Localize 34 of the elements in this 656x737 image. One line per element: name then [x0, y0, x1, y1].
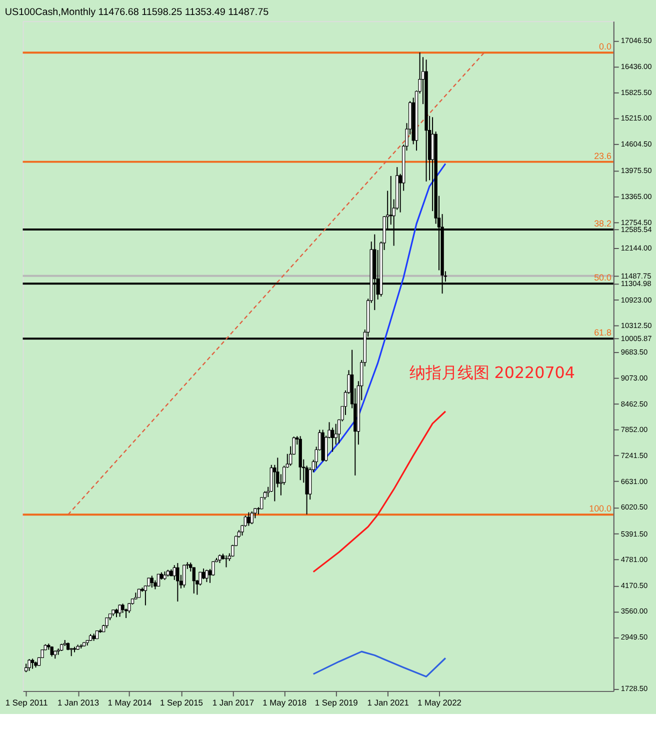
x-tick-label: 1 May 2014	[108, 697, 152, 708]
x-tick-label: 1 Jan 2017	[212, 697, 254, 708]
x-tick-label: 1 Jan 2021	[367, 697, 410, 708]
candlestick	[205, 569, 208, 583]
candlestick	[28, 658, 31, 672]
chart-title: US100Cash,Monthly 11476.68 11598.25 11353.49 11487.75	[4, 7, 270, 18]
x-tick-label: 1 Sep 2011	[5, 697, 48, 708]
annotation: 100.0	[589, 504, 612, 514]
candlestick	[247, 512, 250, 526]
candlestick	[182, 564, 186, 588]
candlestick	[156, 574, 160, 587]
line-series	[312, 410, 446, 573]
x-tick-label: 1 Sep 2019	[314, 697, 358, 708]
candlestick	[224, 554, 228, 568]
annotation: 61.8	[594, 328, 612, 338]
x-tick-label: 1 May 2022	[418, 697, 462, 708]
annotation: 50.0	[594, 272, 612, 283]
annotation: 23.6	[594, 150, 612, 161]
annotation: 38.2	[594, 218, 612, 228]
candlestick	[118, 604, 122, 618]
candlestick	[150, 575, 154, 588]
line-series	[312, 650, 446, 678]
candlestick	[172, 564, 176, 580]
candlestick	[334, 423, 338, 446]
x-tick-label: 1 May 2018	[262, 697, 307, 708]
candlestick	[250, 510, 254, 525]
annotation: 纳指月线图 20220704	[409, 362, 575, 382]
candlestick	[176, 562, 180, 602]
candlestick	[192, 566, 196, 594]
x-tick-label: 1 Jan 2013	[58, 697, 100, 708]
candlestick	[30, 658, 34, 670]
annotation: 0.0	[599, 42, 612, 52]
x-tick-label: 1 Sep 2015	[160, 697, 204, 708]
candlestick	[105, 617, 108, 629]
